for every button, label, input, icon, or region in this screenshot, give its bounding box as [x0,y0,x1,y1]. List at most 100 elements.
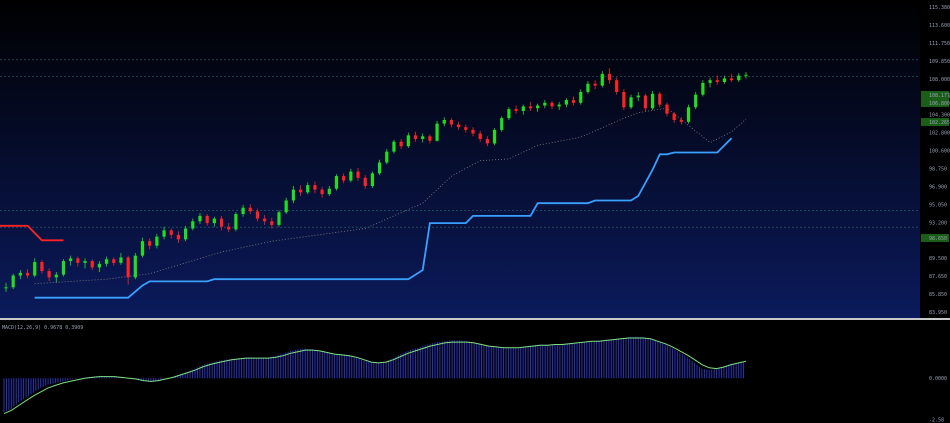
macd-histogram [3,336,745,412]
candle-body [83,261,87,263]
candle-body [521,106,525,111]
candle-body [241,207,245,215]
grid [0,59,920,228]
candle-body [464,127,468,130]
candle-body [155,236,159,246]
candle-body [600,73,604,86]
candle-body [320,189,324,195]
candle-body [442,119,446,124]
stop-line [0,137,733,299]
candle-body [162,230,166,237]
candle-body [370,173,375,187]
price-tags: 108.177 106.800 102.265 98.650 [921,91,950,242]
macd-signal-line [3,337,747,415]
price-tag-box [921,91,949,99]
candle-body [730,78,734,81]
candle-body [392,141,396,152]
candle-body [11,275,15,288]
dotted-trail-line [34,107,747,285]
candle-body [607,73,612,81]
candle-body [184,228,188,240]
blue-stop-line [34,137,733,299]
candle-body [500,118,504,130]
candle-body [119,257,123,263]
oscillator-title: MACD(12,26,9) 0.9678 0.3909 [2,325,83,331]
price-tag-label: 108.177 [929,93,950,99]
candle-body [399,141,403,147]
osc-tick-bottom: -2.58 [929,418,944,423]
price-tick-label: 95.050 [929,202,947,208]
candle-body [248,207,252,212]
price-scale-background [920,0,950,318]
candle-body [176,234,181,240]
candle-body [615,80,619,92]
price-tick-label: 100.600 [929,149,950,155]
candle-body [356,171,360,178]
candle-body [4,287,8,289]
candle-body [651,93,655,109]
candle-body [255,211,260,219]
candle-body [234,214,238,230]
candle-body [363,177,367,187]
candlesticks [4,68,748,292]
candle-body [579,91,583,103]
candle-body [18,272,22,276]
candle-body [536,105,540,109]
price-tick-label: 109.850 [929,59,950,65]
oscillator-panel-background [0,321,920,423]
candle-body [306,185,310,193]
price-tag-label: 102.265 [929,120,950,126]
price-tick-label: 89.500 [929,256,947,262]
candle-body [33,261,37,276]
candle-body [686,107,691,122]
candle-body [485,138,489,144]
candle-body [385,151,389,163]
candle-body [564,100,568,105]
candle-body [722,78,727,82]
price-tag-box [921,234,949,242]
candle-body [148,241,152,246]
price-tick-label: 113.600 [929,23,950,29]
candle-body [191,221,195,229]
candle-body [140,241,145,256]
candle-body [679,119,683,122]
candle-body [169,230,173,235]
candle-body [313,185,317,190]
candle-body [342,176,346,181]
candle-body [263,218,267,222]
candle-body [25,272,30,276]
candle-body [557,104,561,107]
candle-body [694,94,698,108]
candle-body [449,119,454,125]
price-tick-label: 87.650 [929,274,947,280]
candle-body [629,97,633,108]
candle-body [284,200,288,213]
candle-body [658,93,662,105]
candle-body [69,258,73,262]
candle-body [428,136,432,141]
candle-body [112,259,116,263]
price-tick-label: 115.380 [929,5,950,11]
candle-body [61,261,66,275]
candle-body [514,109,518,111]
candle-body [643,95,648,109]
candle-body [104,259,109,264]
candle-body [471,129,475,134]
price-tick-label: 108.000 [929,77,950,83]
candle-body [90,261,94,268]
dotted-line [34,107,747,285]
candle-body [291,189,295,201]
macd-signal [3,337,747,415]
price-tick-label: 96.900 [929,184,947,190]
price-tick-label: 83.950 [929,310,947,316]
candle-body [715,80,719,82]
candle-body [327,188,331,195]
candle-body [205,215,209,224]
candle-body [277,212,281,225]
candle-body [593,83,597,86]
candle-body [40,261,44,272]
candle-body [744,74,748,76]
candle-body [219,218,224,227]
candle-body [349,171,353,181]
